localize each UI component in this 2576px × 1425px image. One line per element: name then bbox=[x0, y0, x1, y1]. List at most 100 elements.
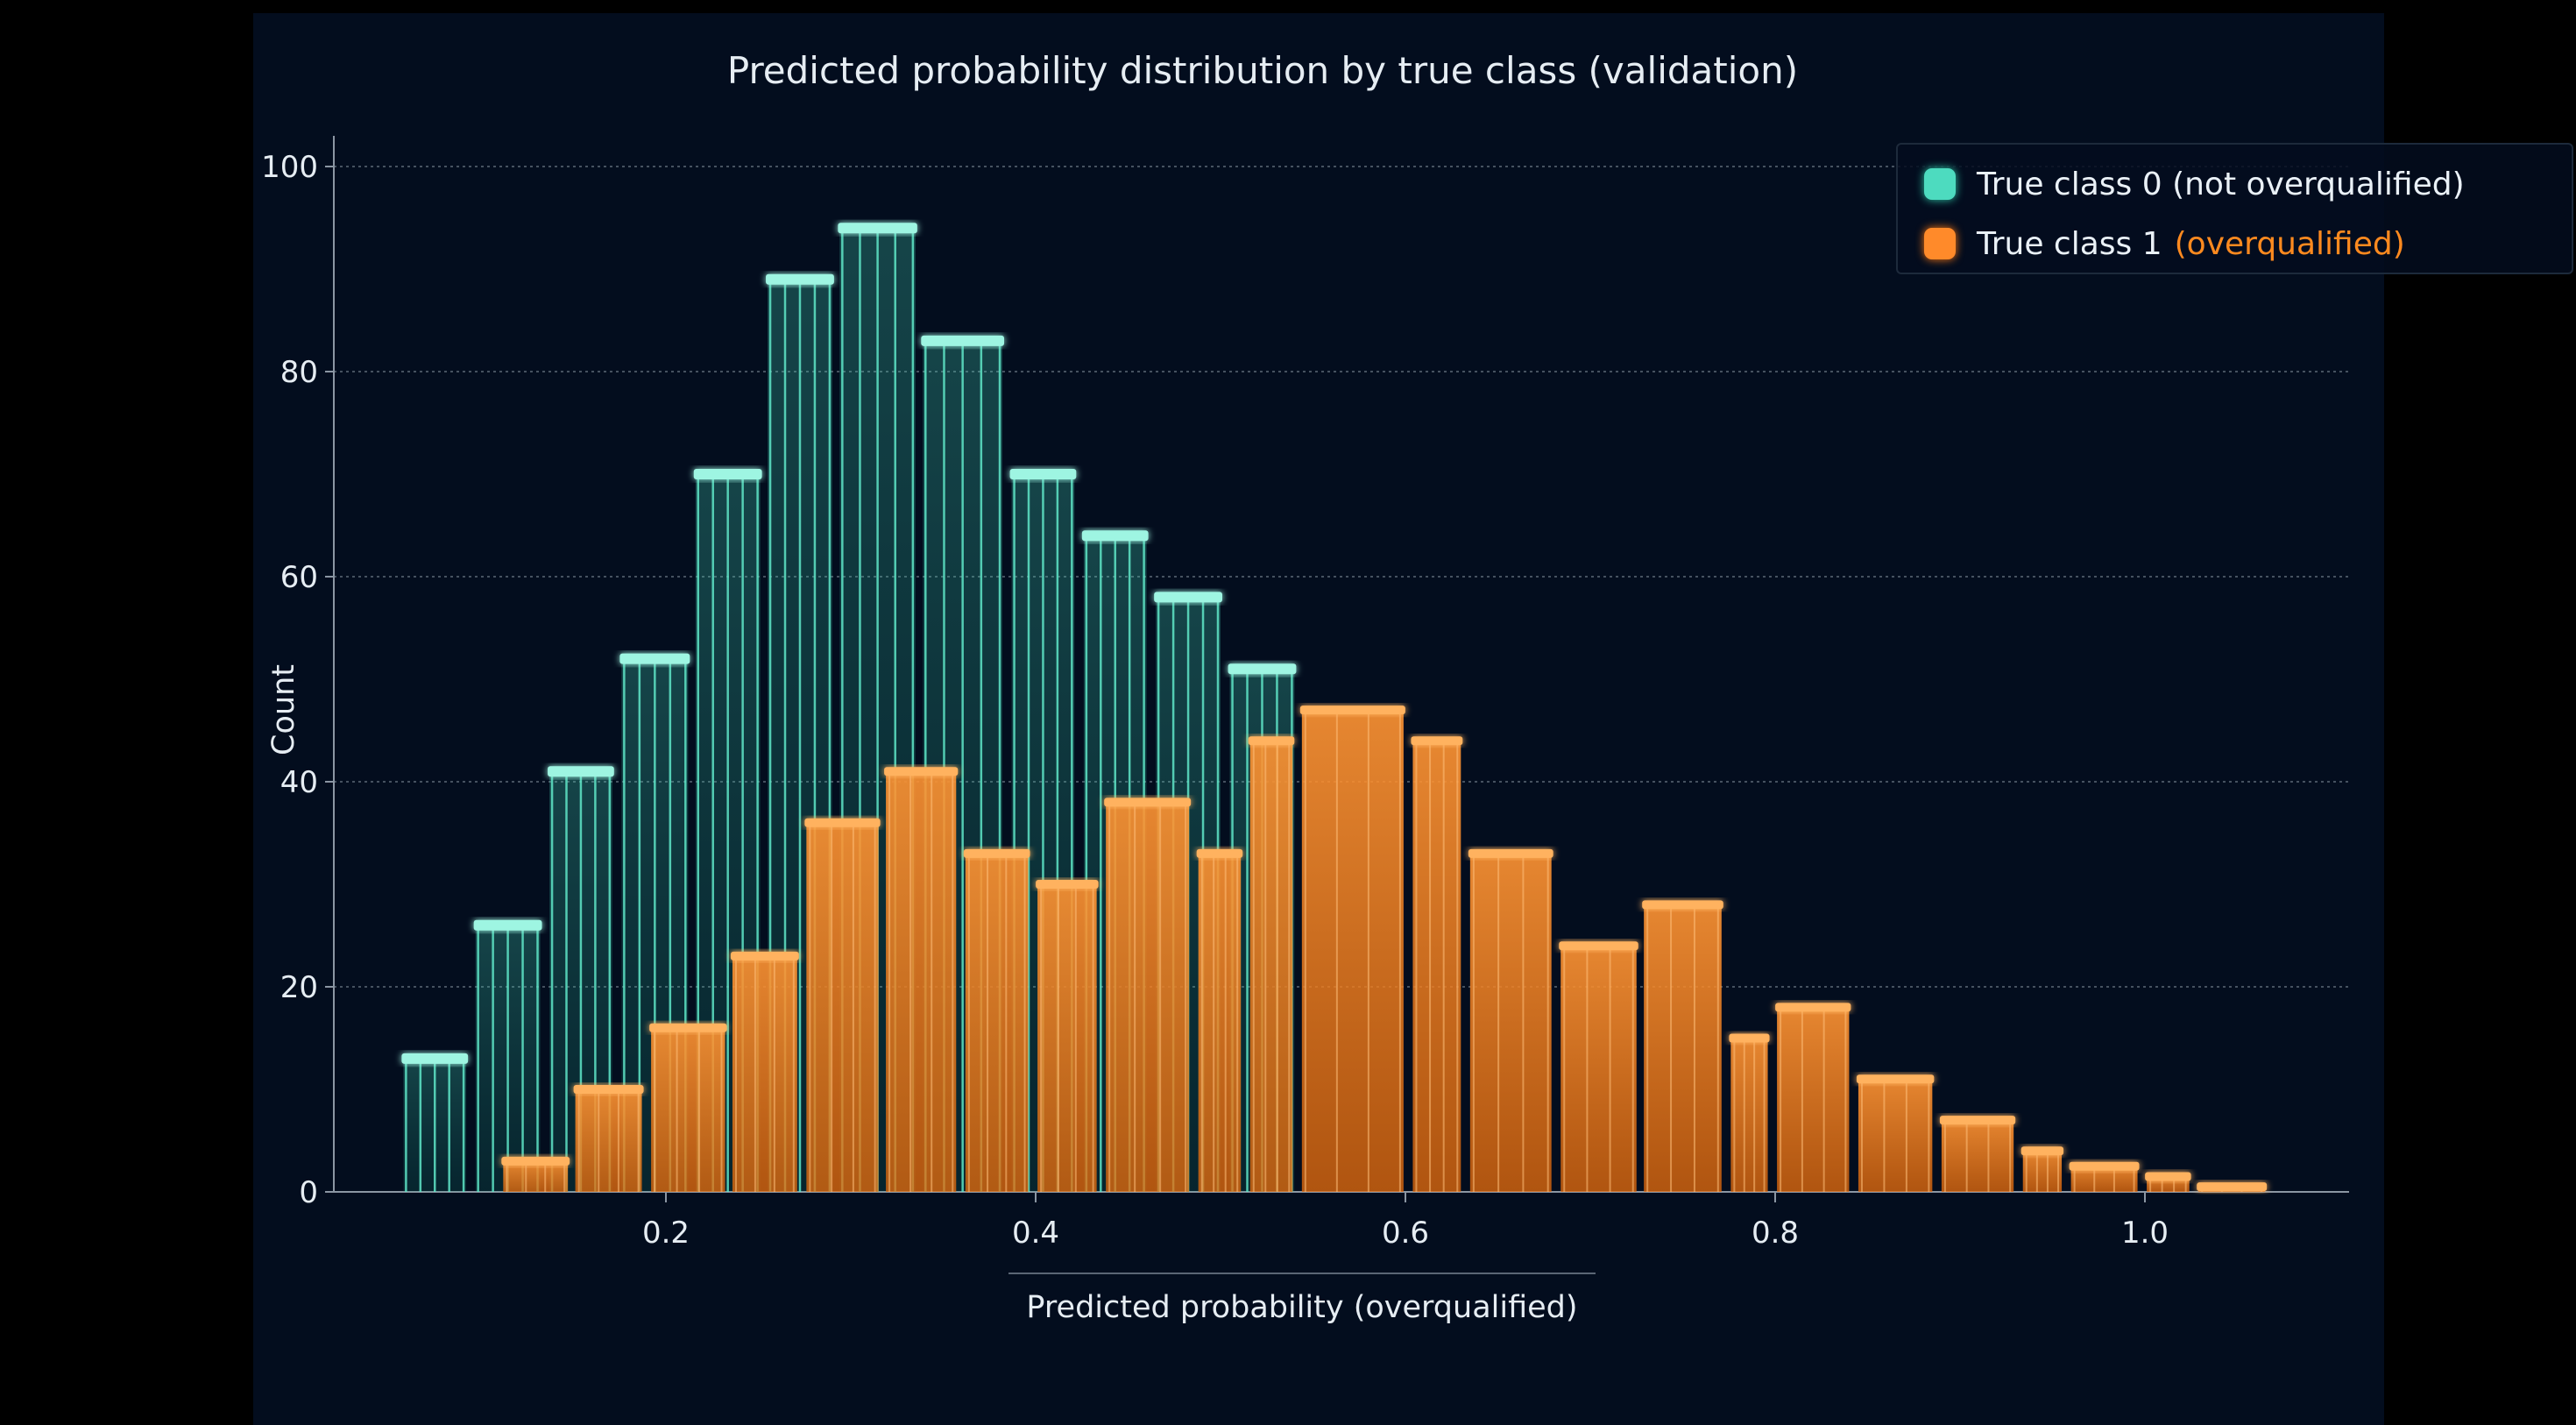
bar-body bbox=[1037, 884, 1097, 1192]
bar-cap bbox=[473, 919, 542, 931]
x-axis-label: Predicted probability (overqualified) bbox=[1026, 1290, 1577, 1325]
bar-cap bbox=[2197, 1182, 2268, 1192]
bar-cap bbox=[1775, 1003, 1851, 1012]
bar-class-1-bin-5 bbox=[884, 767, 959, 1192]
bar-class-1-bin-11 bbox=[1299, 705, 1405, 1192]
bar-cap bbox=[1036, 880, 1099, 889]
bar-body bbox=[1106, 802, 1190, 1192]
x-tick-label: 1.0 bbox=[2121, 1216, 2169, 1251]
bar-body bbox=[1469, 853, 1552, 1192]
legend: True class 0 (not overqualified) True cl… bbox=[1896, 143, 2573, 274]
bar-cap bbox=[1642, 900, 1723, 910]
bar-body bbox=[1730, 1038, 1768, 1192]
y-tick-label: 20 bbox=[280, 970, 318, 1005]
bar-body bbox=[1941, 1120, 2014, 1192]
bar-body bbox=[575, 1089, 642, 1192]
bar-class-1-bin-12 bbox=[1411, 736, 1463, 1192]
bar-cap bbox=[1228, 663, 1297, 675]
bar-class-1-bin-8 bbox=[1104, 798, 1192, 1192]
chart-panel: 0 20 40 60 80 100 0.2 0.4 0.6 0.8 1.0 Predicted pr… bbox=[253, 13, 2573, 1425]
legend-label-class-1: True class 1 bbox=[1977, 225, 2162, 262]
bar-body bbox=[732, 955, 797, 1192]
bar-cap bbox=[548, 766, 614, 777]
chart-title: Predicted probability distribution by tr… bbox=[727, 49, 1798, 92]
bar-class-1-bin-10 bbox=[1248, 736, 1295, 1192]
bar-class-1-bin-6 bbox=[963, 848, 1030, 1192]
bar-class-1-bin-14 bbox=[1559, 941, 1638, 1192]
histogram-chart: 0 20 40 60 80 100 0.2 0.4 0.6 0.8 1.0 Predicted pr… bbox=[261, 49, 2349, 1325]
bar-cap bbox=[1196, 848, 1243, 858]
y-tick-label: 80 bbox=[280, 355, 318, 390]
bar-class-1-bin-3 bbox=[730, 951, 799, 1192]
bar-class-1-bin-23 bbox=[2197, 1182, 2268, 1192]
y-tick-label: 0 bbox=[299, 1175, 318, 1210]
bar-class-1-bin-21 bbox=[2069, 1161, 2140, 1192]
bar-body bbox=[1249, 741, 1293, 1192]
bar-cap bbox=[1299, 705, 1405, 715]
bar-body bbox=[651, 1027, 725, 1192]
bar-cap bbox=[619, 653, 690, 664]
y-tick-label: 40 bbox=[280, 765, 318, 800]
bar-cap bbox=[1081, 530, 1149, 542]
bar-cap bbox=[1729, 1033, 1770, 1043]
bar-body bbox=[1560, 946, 1637, 1192]
bar-class-0-bin-4 bbox=[693, 469, 762, 1192]
bar-class-1-bin-7 bbox=[1036, 880, 1099, 1192]
bar-cap bbox=[2020, 1146, 2064, 1156]
bar-cap bbox=[1009, 469, 1077, 479]
tick-labels: 0 20 40 60 80 100 0.2 0.4 0.6 0.8 1.0 bbox=[261, 150, 2169, 1251]
bar-class-1-bin-1 bbox=[573, 1085, 644, 1192]
x-tick-label: 0.8 bbox=[1752, 1216, 1799, 1251]
bar-cap bbox=[730, 951, 799, 961]
bar-class-1-bin-9 bbox=[1196, 848, 1243, 1192]
x-tick-label: 0.2 bbox=[642, 1216, 690, 1251]
series-class-1 bbox=[501, 705, 2268, 1192]
bar-class-0-bin-0 bbox=[401, 1053, 469, 1192]
bar-class-1-bin-17 bbox=[1775, 1003, 1851, 1192]
bar-cap bbox=[963, 848, 1030, 858]
bar-body bbox=[503, 1160, 569, 1192]
bar-body bbox=[1198, 853, 1242, 1192]
y-tick-label: 100 bbox=[261, 150, 318, 185]
bar-cap bbox=[1856, 1074, 1935, 1084]
bar-body bbox=[886, 771, 957, 1192]
legend-swatch-class-1 bbox=[1924, 228, 1956, 259]
y-tick-label: 60 bbox=[280, 560, 318, 595]
bar-cap bbox=[1154, 592, 1222, 603]
bar-class-1-bin-20 bbox=[2020, 1146, 2064, 1192]
bar-cap bbox=[804, 818, 881, 827]
bar-body bbox=[1412, 741, 1461, 1192]
bar-cap bbox=[573, 1085, 644, 1094]
bar-class-1-bin-4 bbox=[804, 818, 881, 1192]
legend-swatch-class-0 bbox=[1924, 168, 1956, 200]
bar-class-0-bin-1 bbox=[473, 919, 542, 1192]
bar-class-1-bin-13 bbox=[1468, 848, 1553, 1192]
bar-cap bbox=[1104, 798, 1192, 807]
y-axis-label: Count bbox=[266, 664, 301, 755]
x-tick-label: 0.4 bbox=[1012, 1216, 1059, 1251]
bar-cap bbox=[2069, 1161, 2140, 1171]
bar-cap bbox=[1411, 736, 1463, 746]
legend-label-class-1-accent: (overqualified) bbox=[2174, 225, 2405, 262]
bar-class-1-bin-0 bbox=[501, 1156, 570, 1192]
bar-body bbox=[1301, 710, 1404, 1192]
bar-cap bbox=[2145, 1172, 2191, 1181]
bar-cap bbox=[401, 1053, 469, 1064]
bar-cap bbox=[884, 767, 959, 776]
bar-body bbox=[1644, 904, 1722, 1192]
bar-cap bbox=[838, 223, 917, 234]
x-tick-label: 0.6 bbox=[1382, 1216, 1429, 1251]
bar-cap bbox=[1939, 1116, 2016, 1125]
legend-item-class-0: True class 0 (not overqualified) bbox=[1924, 162, 2465, 206]
bar-cap bbox=[1468, 848, 1553, 858]
bar-cap bbox=[766, 273, 834, 285]
bar-class-1-bin-16 bbox=[1729, 1033, 1770, 1192]
bar-cap bbox=[693, 469, 762, 479]
bar-class-1-bin-19 bbox=[1939, 1116, 2016, 1192]
bar-body bbox=[2022, 1151, 2063, 1192]
legend-item-class-1: True class 1 (overqualified) bbox=[1924, 222, 2405, 266]
bar-class-1-bin-18 bbox=[1856, 1074, 1935, 1192]
bar-body bbox=[1777, 1007, 1850, 1192]
bar-class-1-bin-15 bbox=[1642, 900, 1723, 1192]
bar-body bbox=[806, 822, 879, 1192]
